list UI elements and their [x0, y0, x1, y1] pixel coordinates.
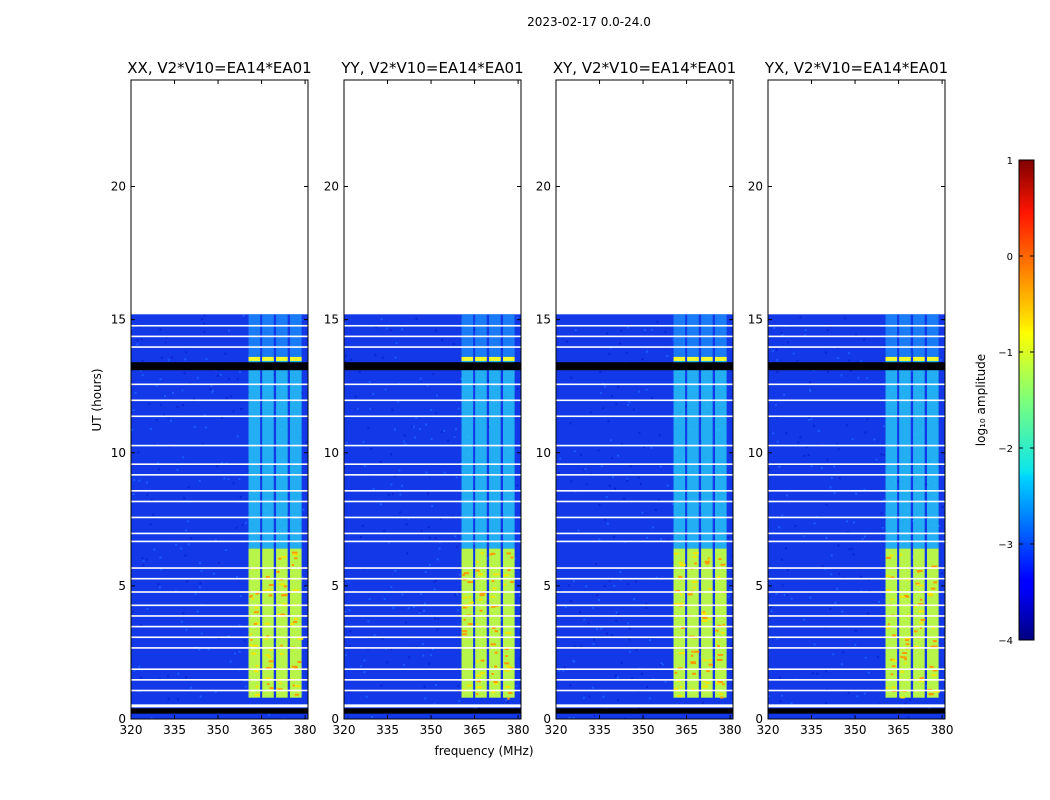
- panel-title: YY, V2*V10=EA14*EA01: [340, 59, 523, 77]
- colorbar-tick-label: −3: [998, 540, 1013, 551]
- y-tick-label: 10: [324, 446, 339, 460]
- colorbar: 1 0 −1 −2 −3 −4 log₁₀ amplitude: [974, 156, 1035, 647]
- x-tick-label: 350: [844, 723, 867, 737]
- x-tick-label: 380: [294, 723, 317, 737]
- panel-frame: [343, 79, 522, 720]
- panel-frame: [555, 79, 734, 720]
- x-tick-label: 350: [632, 723, 655, 737]
- y-tick-label: 5: [118, 579, 126, 593]
- y-tick-label: 10: [748, 446, 763, 460]
- x-tick-label: 335: [588, 723, 611, 737]
- x-tick-label: 320: [120, 723, 143, 737]
- x-tick-label: 350: [420, 723, 443, 737]
- x-tick-label: 380: [931, 723, 954, 737]
- y-tick-label: 10: [536, 446, 551, 460]
- waterfall-image: [344, 314, 521, 719]
- x-tick-label: 320: [757, 723, 780, 737]
- panel-title: YX, V2*V10=EA14*EA01: [764, 59, 948, 77]
- x-tick-label: 380: [507, 723, 530, 737]
- y-tick-label: 0: [543, 712, 551, 726]
- y-tick-label: 15: [111, 313, 126, 327]
- y-tick-label: 5: [331, 579, 339, 593]
- x-tick-label: 335: [376, 723, 399, 737]
- panel-title: XY, V2*V10=EA14*EA01: [553, 59, 736, 77]
- panel-frame: [767, 79, 946, 720]
- x-axis-label: frequency (MHz): [434, 744, 533, 758]
- y-tick-label: 20: [111, 180, 126, 194]
- y-axis-label: UT (hours): [90, 368, 104, 431]
- x-tick-label: 350: [207, 723, 230, 737]
- waterfall-image: [131, 314, 308, 719]
- y-tick-label: 15: [748, 313, 763, 327]
- panel-frame: [130, 79, 309, 720]
- x-tick-label: 335: [800, 723, 823, 737]
- y-tick-label: 0: [118, 712, 126, 726]
- x-tick-label: 335: [163, 723, 186, 737]
- waterfall-image: [556, 314, 733, 719]
- y-tick-label: 20: [536, 180, 551, 194]
- x-tick-label: 365: [887, 723, 910, 737]
- colorbar-tick-label: −1: [998, 348, 1013, 359]
- panel-yx: YX, V2*V10=EA14*EA01 320 335 350 365 380 0 5 10 1…: [748, 59, 954, 737]
- y-tick-label: 15: [536, 313, 551, 327]
- waterfall-image: [768, 314, 945, 719]
- panel-xy: XY, V2*V10=EA14*EA01 320 335 350 365 380 0 5 10 1…: [536, 59, 742, 737]
- y-tick-label: 20: [748, 180, 763, 194]
- colorbar-gradient: [1018, 159, 1035, 641]
- colorbar-tick-label: −4: [998, 636, 1013, 647]
- panel-xx: XX, V2*V10=EA14*EA01 320 335 350 365 380 0 5 10 1…: [111, 59, 317, 737]
- x-tick-label: 320: [545, 723, 568, 737]
- colorbar-label: log₁₀ amplitude: [974, 354, 988, 446]
- x-tick-label: 380: [719, 723, 742, 737]
- colorbar-tick-label: −2: [998, 444, 1013, 455]
- y-tick-label: 15: [324, 313, 339, 327]
- colorbar-ticks: 1 0 −1 −2 −3 −4: [998, 156, 1034, 647]
- colorbar-tick-label: 1: [1007, 156, 1013, 167]
- y-tick-label: 0: [755, 712, 763, 726]
- colorbar-tick-label: 0: [1007, 252, 1013, 263]
- x-tick-label: 365: [463, 723, 486, 737]
- x-tick-label: 365: [250, 723, 273, 737]
- x-tick-label: 365: [675, 723, 698, 737]
- panel-title: XX, V2*V10=EA14*EA01: [127, 59, 311, 77]
- y-tick-label: 5: [543, 579, 551, 593]
- y-tick-label: 10: [111, 446, 126, 460]
- y-tick-label: 5: [755, 579, 763, 593]
- y-tick-label: 20: [324, 180, 339, 194]
- panel-yy: YY, V2*V10=EA14*EA01 320 335 350 365 380 0 5 10 1…: [324, 59, 530, 737]
- panels-group: XX, V2*V10=EA14*EA01 320 335 350 365 380 0 5 10 1…: [111, 59, 954, 737]
- y-tick-label: 0: [331, 712, 339, 726]
- x-tick-label: 320: [333, 723, 356, 737]
- figure-suptitle: 2023-02-17 0.0-24.0: [527, 15, 651, 29]
